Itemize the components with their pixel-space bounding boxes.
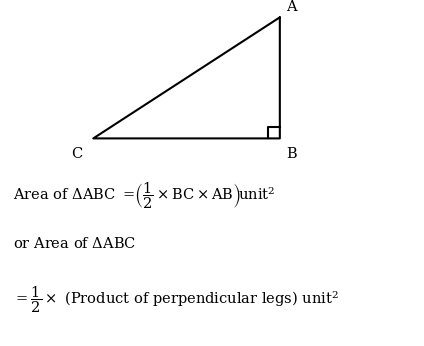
Text: Area of $\mathregular{\Delta}$ABC $= \!\left(\dfrac{1}{2}\times \mathrm{BC}\time: Area of $\mathregular{\Delta}$ABC $= \!\…: [13, 180, 275, 211]
Text: C: C: [71, 147, 83, 161]
Text: or Area of $\mathregular{\Delta}$ABC: or Area of $\mathregular{\Delta}$ABC: [13, 236, 136, 252]
Text: $= \dfrac{1}{2}\times$ (Product of perpendicular legs) unit$^2$: $= \dfrac{1}{2}\times$ (Product of perpe…: [13, 284, 339, 315]
Text: A: A: [286, 0, 297, 14]
Text: B: B: [286, 147, 297, 161]
